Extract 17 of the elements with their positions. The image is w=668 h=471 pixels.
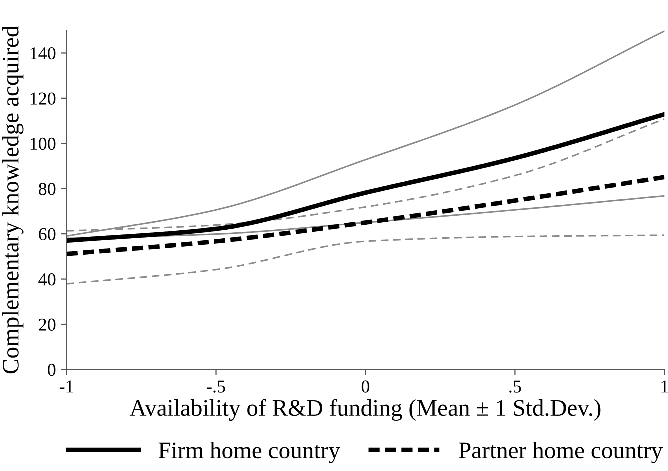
x-tick-label: .5 bbox=[510, 380, 522, 393]
y-tick-label: 140 bbox=[30, 47, 56, 60]
y-axis-title: Complementary knowledge acquired bbox=[2, 26, 24, 374]
legend-label: Partner home country bbox=[459, 442, 663, 464]
y-tick-label: 60 bbox=[39, 228, 56, 241]
x-axis-title: Availability of R&D funding (Mean ± 1 Std.Dev.) bbox=[130, 399, 601, 422]
y-tick-label: 40 bbox=[38, 274, 56, 286]
y-tick-label: 80 bbox=[39, 183, 56, 196]
x-tick-label: -.5 bbox=[207, 380, 226, 393]
y-tick-label: 20 bbox=[39, 318, 56, 331]
x-tick-label: 0 bbox=[362, 380, 370, 393]
x-tick-label: 1 bbox=[662, 380, 668, 393]
x-tick-label: -1 bbox=[60, 380, 74, 393]
y-tick-label: 120 bbox=[30, 92, 56, 105]
y-tick-label: 0 bbox=[48, 364, 56, 376]
y-tick-label: 100 bbox=[30, 138, 56, 150]
legend-label: Firm home country bbox=[158, 442, 340, 464]
